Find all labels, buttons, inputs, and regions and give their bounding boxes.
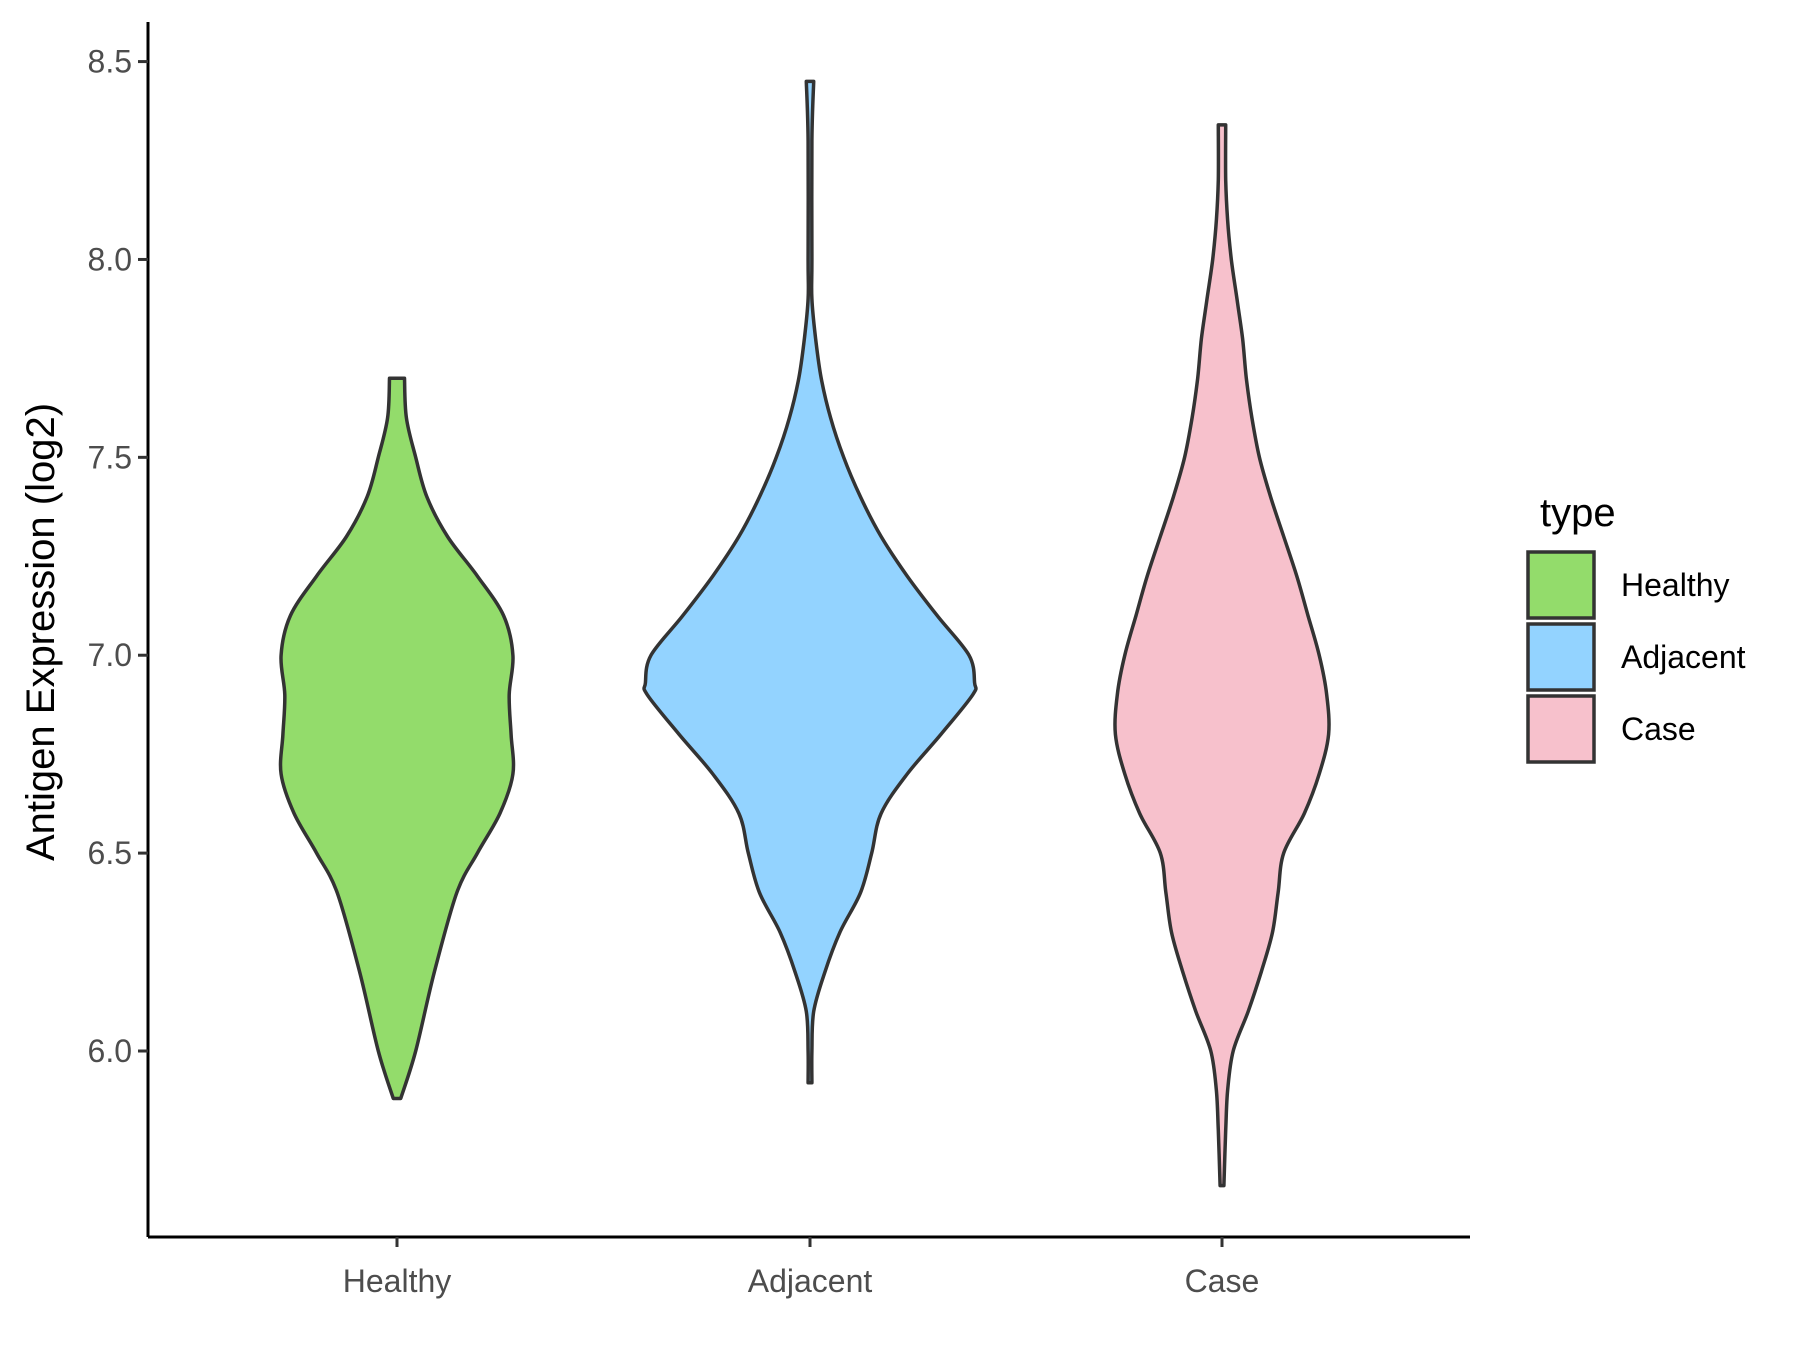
legend-label-adjacent: Adjacent	[1621, 639, 1746, 675]
x-tick-label: Case	[1185, 1263, 1260, 1299]
y-tick-label: 6.5	[88, 835, 132, 871]
legend-items: Healthy Adjacent Case	[1526, 550, 1746, 764]
x-tick-label: Healthy	[343, 1263, 452, 1299]
violin-healthy	[278, 376, 516, 1101]
violins-layer	[278, 79, 1331, 1188]
y-tick-label: 7.5	[88, 439, 132, 475]
legend-title: type	[1540, 491, 1616, 535]
legend-label-case: Case	[1621, 711, 1696, 747]
legend: type Healthy Adjacent Case	[1526, 491, 1746, 764]
y-ticks: 6.0 6.5 7.0 7.5 8.0 8.5	[88, 44, 148, 1069]
y-axis-title: Antigen Expression (log2)	[19, 403, 63, 861]
y-tick-label: 8.5	[88, 44, 132, 80]
y-tick-label: 8.0	[88, 241, 132, 277]
violin-case	[1113, 123, 1331, 1188]
y-tick-label: 6.0	[88, 1033, 132, 1069]
legend-swatch-healthy	[1526, 550, 1596, 620]
legend-label-healthy: Healthy	[1621, 567, 1730, 603]
legend-swatch-case	[1526, 694, 1596, 764]
x-tick-label: Adjacent	[748, 1263, 873, 1299]
axes-layer: 6.0 6.5 7.0 7.5 8.0 8.5 Healthy Adjacent Case	[88, 22, 1470, 1299]
violin-adjacent	[642, 79, 978, 1085]
x-ticks: Healthy Adjacent Case	[343, 1237, 1260, 1299]
y-tick-label: 7.0	[88, 637, 132, 673]
legend-swatch-adjacent	[1526, 622, 1596, 692]
